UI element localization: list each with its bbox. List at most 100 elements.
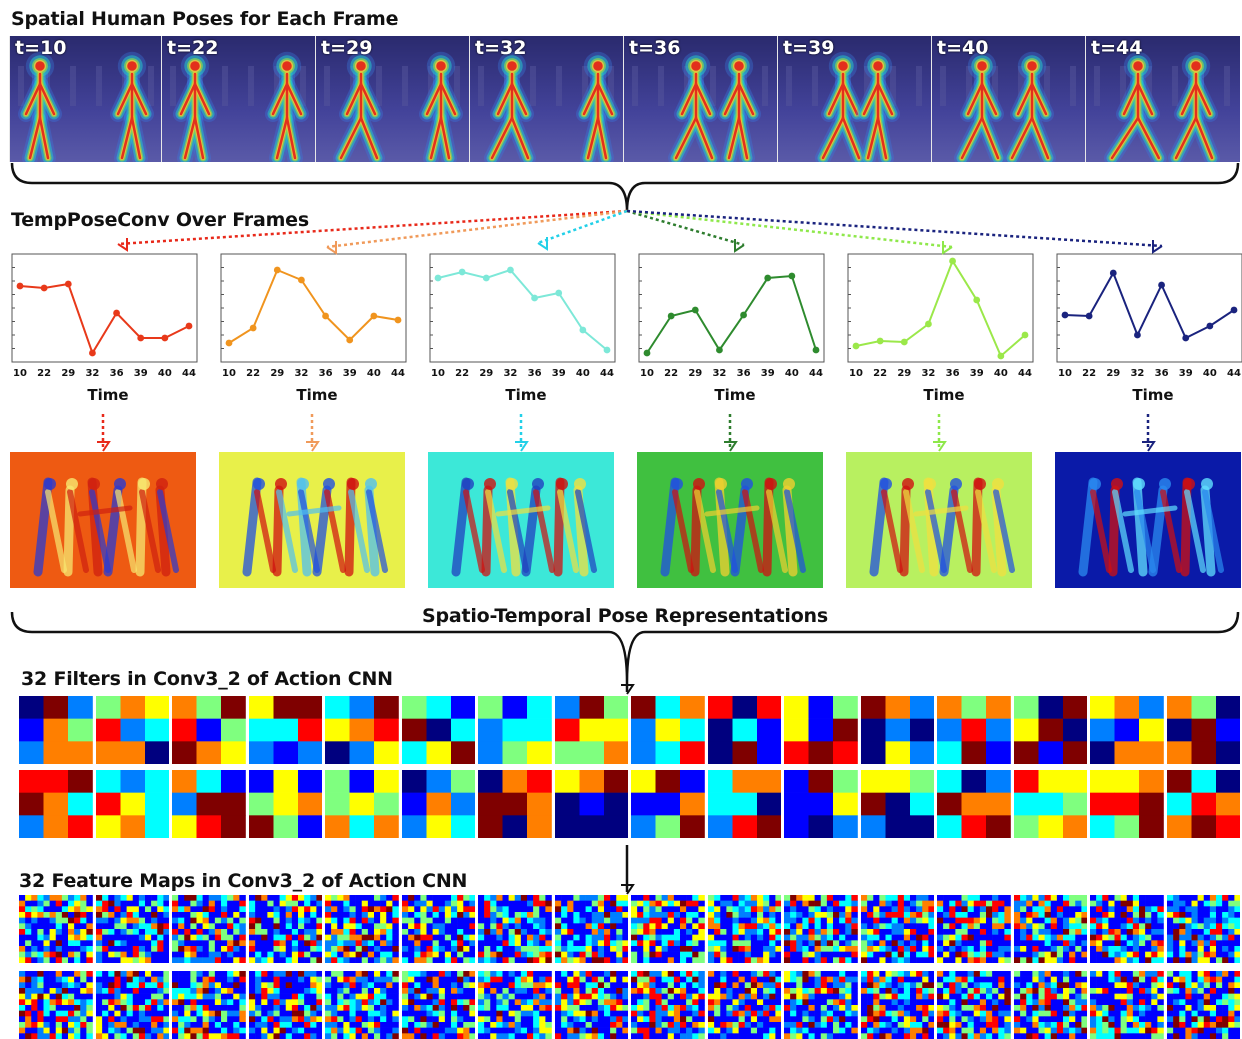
conv-filter-icon	[19, 696, 93, 764]
pose-heatmap-icon	[778, 36, 931, 162]
line-chart-icon: 10 22 29 32 36 39 40 44	[1056, 253, 1242, 379]
conv-filter-icon	[19, 770, 93, 838]
feature-map-icon	[784, 971, 858, 1039]
data-point	[531, 294, 538, 302]
conv-filter-icon	[554, 770, 628, 838]
feature-map-icon	[172, 895, 246, 963]
data-point	[482, 274, 490, 282]
grouping-brace	[10, 611, 1240, 683]
data-point	[579, 326, 587, 334]
data-point	[89, 349, 96, 357]
x-tick-label: 22	[1082, 368, 1096, 379]
arrow-head	[117, 238, 128, 252]
x-tick-label: 22	[455, 368, 469, 379]
data-point	[997, 352, 1005, 360]
x-tick-label: 29	[1106, 368, 1120, 379]
feature-map-icon	[172, 971, 246, 1039]
conv-filter-icon	[554, 696, 628, 764]
arrow-head	[942, 241, 953, 255]
arrow-head	[97, 441, 111, 452]
temporal-chart: 10 22 29 32 36 39 40 44 Time	[217, 250, 417, 410]
x-tick-label: 29	[270, 368, 284, 379]
arrow-head	[933, 441, 947, 452]
dotted-arrow	[537, 209, 628, 245]
st-heatmap-icon	[219, 452, 405, 588]
x-axis-label: Time	[87, 386, 129, 404]
data-point	[1085, 312, 1093, 320]
data-point	[876, 337, 884, 345]
data-point	[249, 324, 257, 332]
series-line	[228, 268, 399, 344]
data-point	[925, 320, 932, 328]
conv-filter-icon	[95, 770, 169, 838]
conv-filter-icon	[1013, 770, 1087, 838]
data-point	[370, 312, 378, 320]
arrow-head	[537, 237, 548, 251]
data-point	[113, 309, 120, 317]
line-chart-icon: 10 22 29 32 36 39 40 44	[638, 253, 825, 379]
feature-map-icon	[19, 971, 93, 1039]
data-point	[949, 257, 956, 265]
x-axis-label: Time	[1132, 386, 1174, 404]
x-tick-label: 40	[785, 368, 799, 379]
data-point	[667, 312, 675, 320]
conv-filter-icon	[937, 696, 1011, 764]
line-chart-icon: 10 22 29 32 36 39 40 44	[847, 253, 1034, 379]
data-point	[137, 334, 145, 342]
arrow-head	[621, 884, 635, 895]
x-axis-label: Time	[505, 386, 547, 404]
pose-heatmap-icon	[10, 36, 161, 162]
conv-filter-icon	[784, 696, 858, 764]
conv-filter-icon	[631, 770, 705, 838]
arrow-head	[1152, 240, 1163, 254]
x-axis-label: Time	[714, 386, 756, 404]
st-heatmap-icon	[428, 452, 614, 588]
data-point	[643, 349, 651, 357]
x-tick-label: 39	[970, 368, 984, 379]
x-tick-label: 44	[1227, 368, 1241, 379]
data-point	[764, 274, 772, 282]
x-tick-label: 22	[37, 368, 51, 379]
st-representation-map	[846, 452, 1032, 588]
frame-time-label: t=32	[475, 37, 527, 59]
conv-filter-icon	[401, 696, 475, 764]
feature-map-icon	[860, 971, 934, 1039]
x-tick-label: 32	[503, 368, 517, 379]
x-tick-label: 10	[640, 368, 654, 379]
data-point	[64, 280, 72, 288]
temporal-chart: 10 22 29 32 36 39 40 44 Time	[844, 250, 1044, 410]
temporal-chart: 10 22 29 32 36 39 40 44 Time	[426, 250, 626, 410]
x-tick-label: 44	[391, 368, 405, 379]
x-tick-label: 36	[1155, 368, 1169, 379]
x-tick-label: 10	[13, 368, 27, 379]
conv-filters-grid	[19, 696, 1240, 838]
feature-maps-title: 32 Feature Maps in Conv3_2 of Action CNN	[19, 870, 468, 892]
data-point	[16, 282, 24, 290]
arrow-head	[1142, 441, 1156, 452]
conv-filter-icon	[401, 770, 475, 838]
arrow-head	[734, 239, 745, 253]
x-tick-label: 40	[576, 368, 590, 379]
data-point	[691, 306, 699, 314]
x-axis-label: Time	[923, 386, 965, 404]
conv-filter-icon	[1013, 696, 1087, 764]
feature-map-icon	[1090, 971, 1164, 1039]
x-tick-label: 39	[552, 368, 566, 379]
feature-map-icon	[1166, 971, 1240, 1039]
data-point	[1158, 281, 1165, 289]
data-point	[740, 311, 747, 319]
x-tick-label: 36	[528, 368, 542, 379]
conv-filter-icon	[478, 696, 552, 764]
x-tick-label: 36	[319, 368, 333, 379]
feature-map-icon	[325, 895, 399, 963]
dotted-arrow	[326, 209, 628, 249]
temporal-chart: 10 22 29 32 36 39 40 44 Time	[8, 250, 208, 410]
st-heatmap-icon	[1055, 452, 1241, 588]
conv-filter-icon	[172, 696, 246, 764]
spatial-poses-title: Spatial Human Poses for Each Frame	[11, 8, 399, 30]
feature-map-icon	[248, 971, 322, 1039]
feature-map-icon	[401, 971, 475, 1039]
feature-map-icon	[860, 895, 934, 963]
series-line	[646, 274, 817, 354]
data-point	[788, 272, 796, 280]
